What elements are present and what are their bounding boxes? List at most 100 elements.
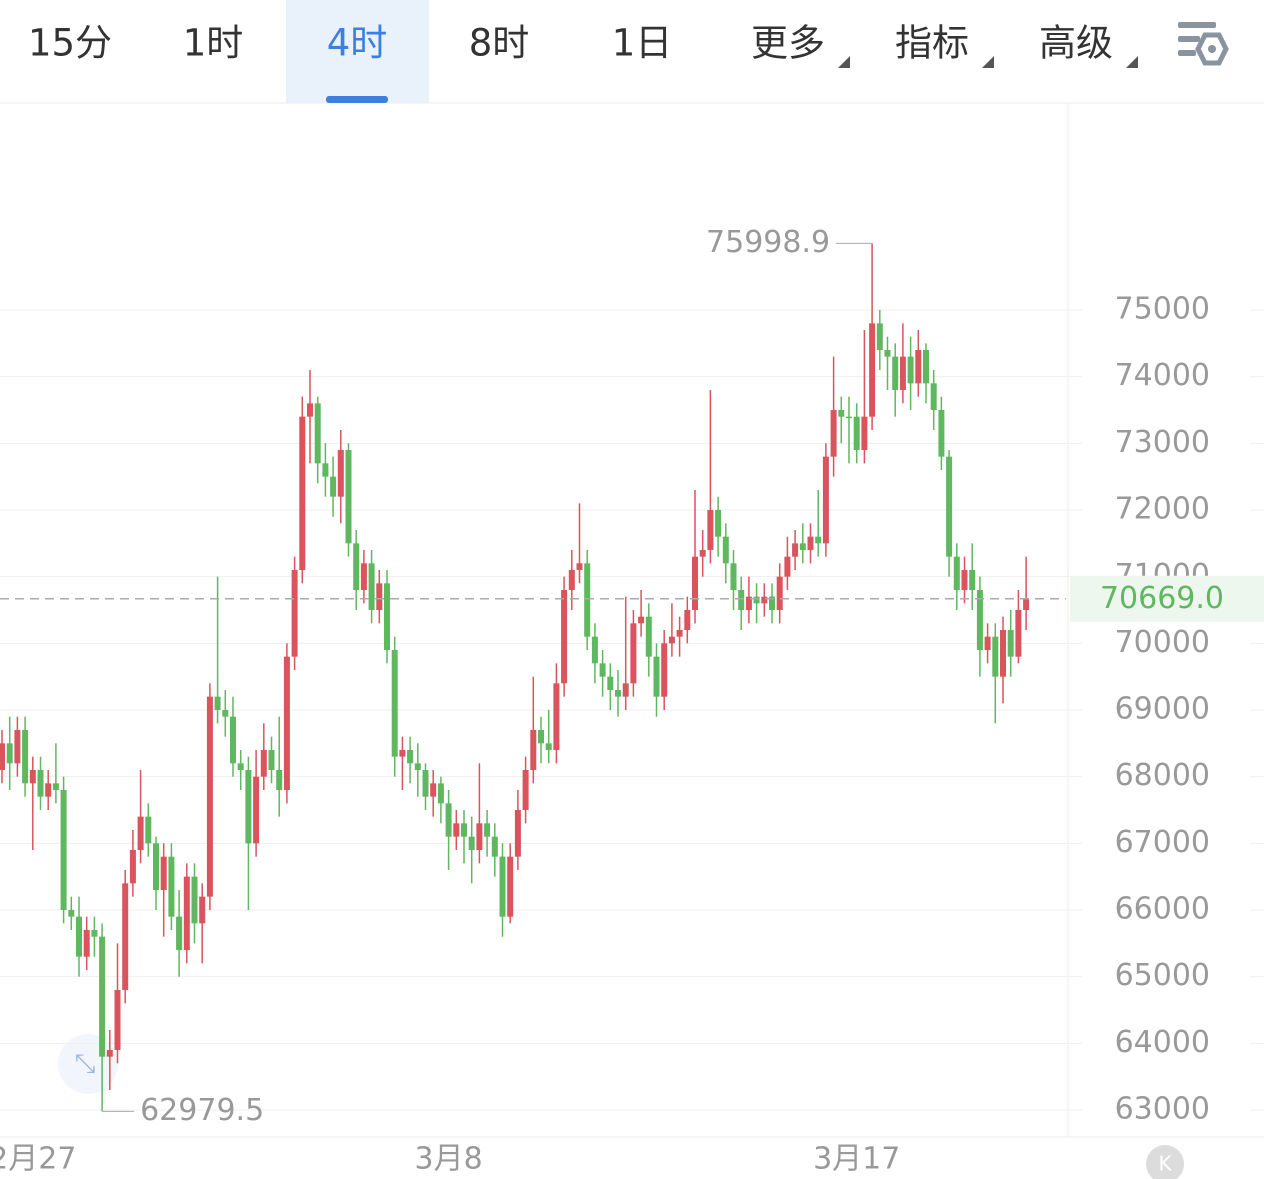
candle-body [276, 770, 283, 790]
candle-body [745, 596, 752, 610]
k-button[interactable] [1146, 1145, 1184, 1179]
tab[interactable]: 8时 [469, 22, 530, 65]
candle-body [761, 596, 768, 604]
candle-body [753, 596, 760, 604]
candle-body [106, 1050, 113, 1057]
candle-body [260, 750, 267, 777]
candle-body [846, 416, 852, 419]
candle-body [692, 556, 698, 610]
tab[interactable]: 1时 [183, 22, 244, 65]
candle-body [345, 450, 352, 544]
candle-body [360, 563, 367, 590]
candle-body [722, 536, 729, 564]
candle-body [630, 623, 637, 684]
y-tick-label: 66000 [1115, 892, 1210, 927]
tab[interactable]: 4时 [327, 22, 388, 65]
tab[interactable]: 更多 [751, 22, 825, 65]
active-tab-bg [286, 0, 429, 103]
candle-body [638, 616, 645, 624]
dropdown-arrow [982, 56, 994, 68]
candle-body [607, 676, 614, 690]
candle-body [476, 823, 483, 850]
candle-body [1007, 630, 1014, 657]
candle-body [915, 350, 922, 384]
candle-body [938, 410, 945, 457]
candle-body [253, 776, 260, 844]
icon-gear [1195, 32, 1229, 66]
candle-body [684, 610, 691, 630]
candle-body [430, 783, 437, 797]
candle-body [122, 883, 129, 990]
candle-body [584, 563, 591, 637]
candle-body [576, 563, 583, 570]
candle-body [707, 510, 714, 550]
candle-body [45, 783, 52, 797]
candle-body [399, 750, 406, 757]
candle-body [29, 770, 36, 784]
candle-body [499, 856, 506, 917]
candle-body [6, 743, 13, 764]
candle-body [676, 630, 683, 637]
candle-body [561, 590, 568, 684]
candle-body [37, 770, 44, 797]
candle-body [337, 450, 344, 497]
candle-body [391, 650, 398, 757]
candle-body [1015, 610, 1022, 657]
candle-body [645, 616, 652, 657]
max-label: 75998.9 [706, 225, 830, 260]
candle-body [815, 536, 822, 544]
candle-body [507, 856, 514, 917]
zoom-icon: ⤡ [75, 1049, 96, 1079]
candle-body [230, 716, 236, 764]
candle-body [907, 356, 914, 384]
candle-body [784, 556, 791, 577]
candle-body [353, 543, 360, 590]
candle-body [792, 543, 799, 557]
tab[interactable]: 1日 [612, 22, 673, 65]
candle-body [830, 410, 837, 457]
candle-body [137, 816, 144, 850]
last-price-box [1070, 575, 1264, 622]
candle-body [461, 823, 467, 837]
x-tick-label: 2月27 [0, 1142, 76, 1177]
candle-body [222, 710, 229, 717]
candle-body [984, 636, 991, 650]
candle-body [307, 403, 313, 417]
tab[interactable]: 指标 [895, 22, 969, 65]
candle-body [799, 543, 806, 550]
candle-body [738, 590, 745, 610]
candle-body [368, 563, 375, 610]
candle-body [453, 823, 460, 837]
candle-body [237, 763, 244, 770]
candle-body [715, 510, 722, 537]
candle-body [769, 596, 775, 610]
candle-body [969, 570, 976, 590]
candle-body [422, 770, 429, 797]
candle-body [145, 816, 152, 844]
icon-bar [1178, 22, 1216, 28]
tab[interactable]: 15分 [28, 22, 112, 65]
candle-body [953, 556, 960, 590]
candle-body [68, 910, 75, 917]
candle-body [491, 836, 498, 857]
candle-body [668, 636, 675, 644]
candle-body [245, 770, 252, 844]
candle-body [91, 930, 98, 937]
candle-body [869, 323, 876, 417]
candle-body [992, 636, 999, 677]
tab[interactable]: 高级 [1039, 22, 1113, 65]
candle-body [114, 990, 121, 1050]
candle-body [899, 356, 906, 390]
candle-body [838, 410, 845, 417]
active-tab-underline [326, 96, 388, 103]
candle-body [853, 416, 860, 450]
min-label: 62979.5 [140, 1093, 264, 1128]
y-tick-label: 74000 [1115, 358, 1210, 393]
k-icon: K [1158, 1152, 1172, 1176]
candle-body [14, 730, 21, 764]
candle-body [0, 743, 5, 770]
settings-icon[interactable] [1178, 22, 1229, 66]
candle-body [191, 876, 198, 924]
candle-body [822, 456, 829, 544]
candle-body [976, 590, 983, 650]
